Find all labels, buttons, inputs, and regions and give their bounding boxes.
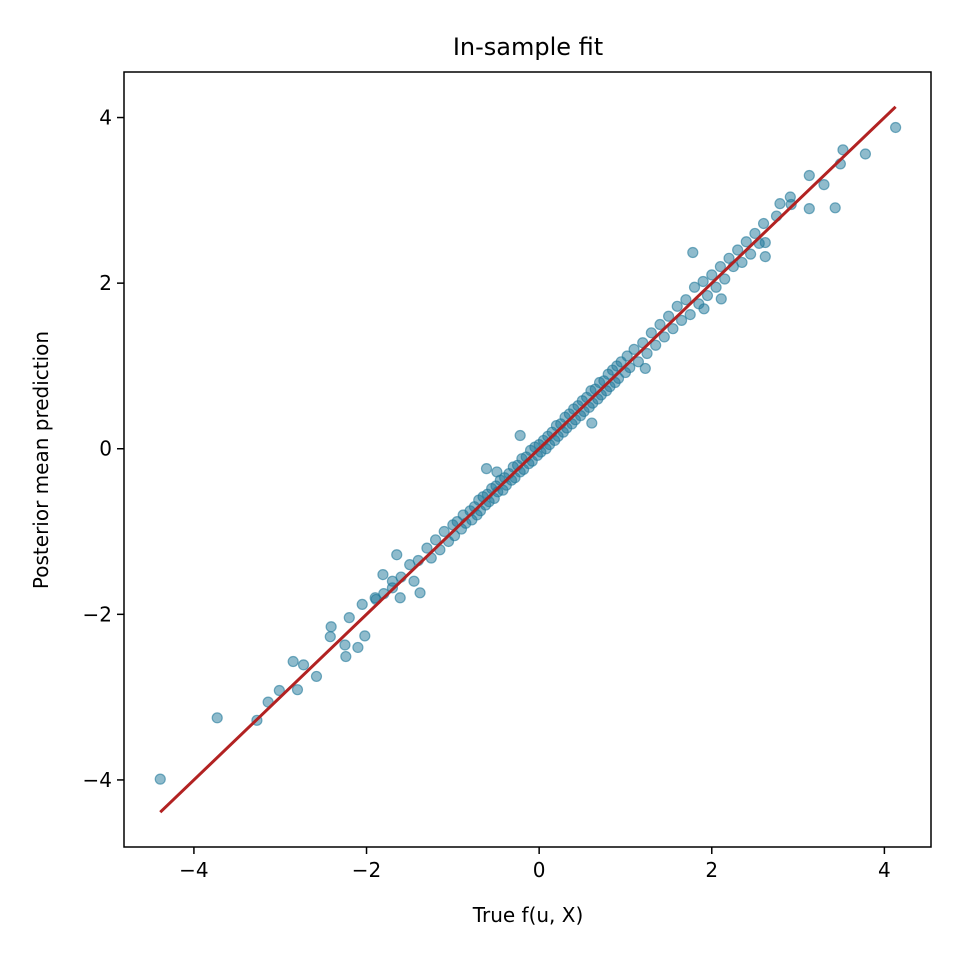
scatter-point <box>586 417 598 429</box>
scatter-point <box>829 202 841 214</box>
scatter-point <box>356 598 368 610</box>
x-tick-label: −4 <box>179 858 208 882</box>
scatter-point <box>325 621 337 633</box>
chart-title: In-sample fit <box>453 33 603 61</box>
scatter-point <box>693 298 705 310</box>
scatter-point <box>680 294 692 306</box>
scatter-point <box>749 227 761 240</box>
y-axis-label: Posterior mean prediction <box>29 331 53 589</box>
scatter-point <box>211 712 223 724</box>
scatter-point <box>391 549 403 561</box>
y-tick-label: −2 <box>83 602 112 626</box>
scatter-point <box>377 568 389 581</box>
scatter-point <box>650 339 662 351</box>
scatter-point <box>774 198 786 210</box>
scatter-point <box>621 350 633 362</box>
scatter-point <box>429 534 442 546</box>
scatter-point <box>719 273 731 285</box>
scatter-point <box>369 592 381 604</box>
scatter-point <box>663 310 675 322</box>
y-tick-label: 2 <box>99 271 112 295</box>
scatter-point <box>710 281 722 293</box>
scatter-point <box>701 289 714 302</box>
scatter-point <box>273 684 285 697</box>
x-axis: −4 −2 0 2 4 <box>179 847 891 882</box>
scatter-point <box>859 148 872 160</box>
scatter-point <box>421 542 433 554</box>
scatter-point <box>287 655 299 668</box>
scatter-point <box>639 362 651 375</box>
scatter-point <box>740 236 752 248</box>
x-tick-label: −2 <box>352 858 381 882</box>
scatter-point <box>714 260 727 273</box>
scatter-point <box>359 630 371 642</box>
scatter-point <box>803 203 815 215</box>
scatter-point <box>684 309 696 321</box>
scatter-point <box>394 592 406 604</box>
scatter-point <box>759 251 771 263</box>
scatter-point <box>658 331 670 343</box>
scatter-point <box>706 269 718 281</box>
x-axis-label: True f(u, X) <box>472 903 584 927</box>
scatter-point <box>837 144 849 156</box>
scatter-point <box>784 191 796 203</box>
scatter-point <box>688 281 701 293</box>
scatter-point <box>757 217 770 230</box>
scatter-point <box>687 246 699 259</box>
scatter-point <box>654 318 666 331</box>
scatter-point <box>671 300 683 312</box>
scatter-point <box>386 575 399 587</box>
scatter-point <box>310 670 323 683</box>
y-axis: −4 −2 0 2 4 <box>83 106 124 792</box>
scatter-point <box>632 356 645 368</box>
scatter-point <box>514 429 526 442</box>
scatter-point <box>745 248 757 260</box>
scatter-point <box>667 323 679 335</box>
y-tick-label: 4 <box>99 106 112 130</box>
scatter-point <box>645 327 657 339</box>
scatter-point <box>697 275 709 288</box>
scatter-point <box>324 631 336 643</box>
scatter-point <box>343 612 355 624</box>
reference-line <box>159 105 897 814</box>
x-tick-label: 2 <box>705 858 718 882</box>
scatter-point <box>736 256 748 269</box>
y-tick-label: 0 <box>99 437 112 461</box>
scatter-point <box>715 293 727 305</box>
scatter-point <box>732 244 744 256</box>
scatter-point <box>480 463 493 475</box>
scatter-point <box>154 773 166 785</box>
scatter-point <box>291 684 304 696</box>
scatter-point <box>890 121 902 134</box>
plot-frame <box>123 71 932 848</box>
scatter-point <box>352 641 364 654</box>
scatter-point <box>339 639 351 651</box>
x-tick-label: 0 <box>533 858 546 882</box>
scatter-point <box>818 179 830 191</box>
y-tick-label: −4 <box>83 768 112 792</box>
x-tick-label: 4 <box>878 858 891 882</box>
scatter-point <box>404 559 416 571</box>
scatter-point <box>297 659 310 671</box>
scatter-point <box>414 587 426 599</box>
scatter-point <box>803 169 815 182</box>
scatter-point <box>675 314 688 326</box>
scatter-point <box>628 343 640 355</box>
scatter-point <box>438 525 450 538</box>
scatter-point <box>340 650 352 663</box>
scatter-point <box>641 347 653 360</box>
scatter-point <box>408 575 420 587</box>
